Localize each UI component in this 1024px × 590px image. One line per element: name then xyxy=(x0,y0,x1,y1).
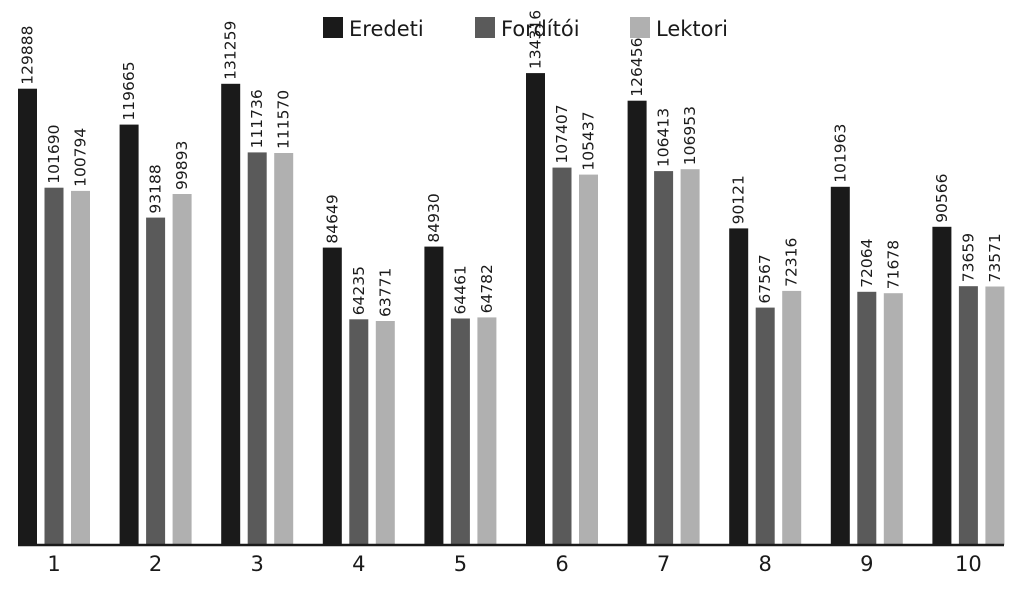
x-tick-labels-group: 1 2 3 4 5 6 7 8 9 10 xyxy=(47,552,981,576)
bar-lektori-1 xyxy=(71,190,90,545)
value-label-lektori-9: 71678 xyxy=(884,240,902,289)
legend-label-lektori: Lektori xyxy=(656,17,728,41)
bar-lektori-10 xyxy=(985,286,1005,545)
x-tick-label-7: 7 xyxy=(657,552,670,576)
bar-eredeti-9 xyxy=(830,186,850,546)
value-label-fordítói-4: 64235 xyxy=(350,266,368,315)
legend-swatch-eredeti xyxy=(323,17,343,38)
bar-eredeti-1 xyxy=(18,88,37,545)
value-label-lektori-2: 99893 xyxy=(173,141,191,190)
bar-eredeti-10 xyxy=(932,226,952,546)
x-tick-label-6: 6 xyxy=(555,552,568,576)
value-label-fordítói-3: 111736 xyxy=(248,89,266,148)
value-label-eredeti-10: 90566 xyxy=(933,173,951,222)
value-label-eredeti-6: 134316 xyxy=(527,10,545,69)
bar-fordítói-9 xyxy=(857,291,877,545)
value-label-fordítói-5: 64461 xyxy=(451,265,469,314)
bar-fordítói-1 xyxy=(44,187,64,545)
x-tick-label-5: 5 xyxy=(454,552,467,576)
value-label-lektori-4: 63771 xyxy=(376,268,394,317)
legend-swatch-forditoi xyxy=(475,17,495,38)
legend-label-forditoi: Fordítói xyxy=(501,17,580,41)
value-label-fordítói-1: 101690 xyxy=(45,125,63,184)
value-label-eredeti-4: 84649 xyxy=(323,194,341,243)
value-label-lektori-5: 64782 xyxy=(478,264,496,313)
x-tick-label-8: 8 xyxy=(759,552,772,576)
value-labels-group: 129888 101690 100794 119665 93188 99893 131259… xyxy=(19,10,1004,317)
bar-fordítói-7 xyxy=(654,171,674,545)
value-label-eredeti-1: 129888 xyxy=(19,26,37,85)
x-tick-label-2: 2 xyxy=(149,552,162,576)
bar-eredeti-7 xyxy=(627,100,647,545)
bar-eredeti-4 xyxy=(322,247,342,545)
value-label-eredeti-8: 90121 xyxy=(730,175,748,224)
value-label-eredeti-5: 84930 xyxy=(425,193,443,242)
value-label-lektori-6: 105437 xyxy=(580,111,598,170)
bar-lektori-3 xyxy=(274,153,294,545)
value-label-eredeti-2: 119665 xyxy=(120,61,138,120)
bar-lektori-7 xyxy=(680,169,700,545)
value-label-fordítói-9: 72064 xyxy=(858,238,876,287)
bar-fordítói-10 xyxy=(958,286,978,545)
value-label-fordítói-2: 93188 xyxy=(147,164,165,213)
bar-lektori-8 xyxy=(782,290,802,545)
x-tick-label-1: 1 xyxy=(47,552,60,576)
bar-fordítói-2 xyxy=(146,217,166,545)
value-label-eredeti-9: 101963 xyxy=(831,124,849,183)
x-tick-label-9: 9 xyxy=(860,552,873,576)
x-tick-label-4: 4 xyxy=(352,552,365,576)
value-label-eredeti-3: 131259 xyxy=(222,21,240,80)
value-label-lektori-3: 111570 xyxy=(275,90,293,149)
value-label-fordítói-6: 107407 xyxy=(553,104,571,163)
bar-lektori-4 xyxy=(375,321,395,545)
value-label-fordítói-8: 67567 xyxy=(756,254,774,303)
bar-eredeti-5 xyxy=(424,246,444,545)
bar-eredeti-8 xyxy=(729,228,749,545)
bar-lektori-9 xyxy=(883,293,903,545)
bar-eredeti-6 xyxy=(526,73,545,545)
legend-label-eredeti: Eredeti xyxy=(349,17,424,41)
bar-lektori-5 xyxy=(477,317,497,545)
legend-swatch-lektori xyxy=(630,17,650,38)
bar-fordítói-8 xyxy=(755,307,775,545)
value-label-eredeti-7: 126456 xyxy=(628,38,646,97)
bar-fordítói-3 xyxy=(247,152,267,545)
x-tick-label-10: 10 xyxy=(955,552,982,576)
value-label-lektori-10: 73571 xyxy=(986,233,1004,282)
value-label-lektori-8: 72316 xyxy=(783,238,801,287)
x-tick-label-3: 3 xyxy=(251,552,264,576)
bar-lektori-2 xyxy=(172,194,192,545)
value-label-lektori-7: 106953 xyxy=(681,106,699,165)
value-label-fordítói-10: 73659 xyxy=(959,233,977,282)
legend: Eredeti Fordítói Lektori xyxy=(323,17,728,41)
bar-lektori-6 xyxy=(579,174,598,545)
bar-eredeti-2 xyxy=(119,124,139,545)
value-label-fordítói-7: 106413 xyxy=(655,108,673,167)
bar-fordítói-4 xyxy=(349,319,369,545)
bar-fordítói-6 xyxy=(552,167,572,545)
bar-fordítói-5 xyxy=(450,318,470,545)
bar-eredeti-3 xyxy=(221,83,241,546)
bars-group xyxy=(18,73,1005,546)
value-label-lektori-1: 100794 xyxy=(72,128,90,187)
